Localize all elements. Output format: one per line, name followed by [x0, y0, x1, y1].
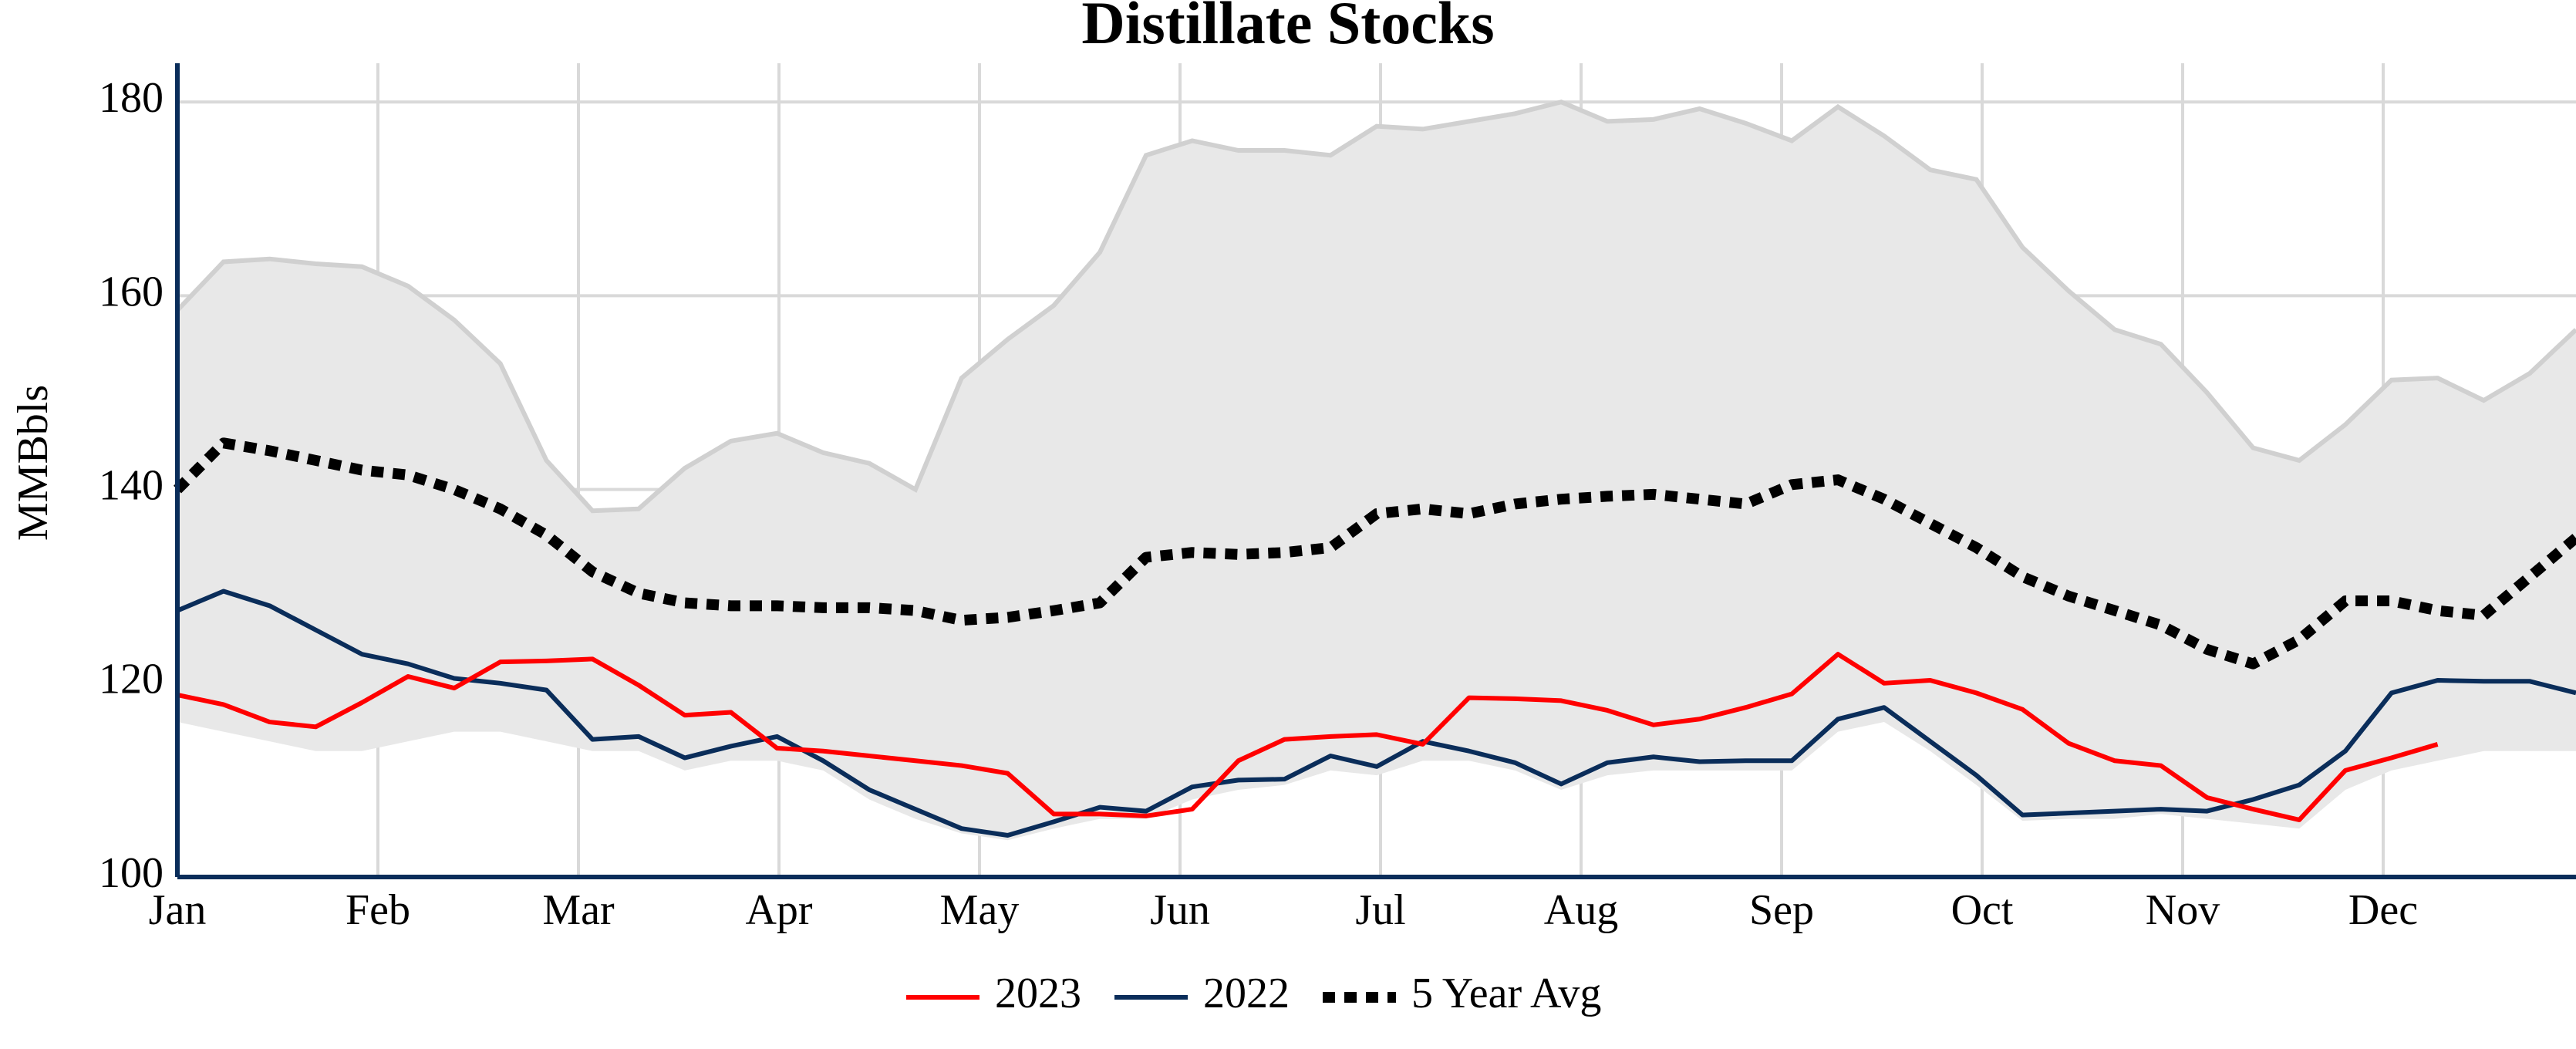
- x-tick-label: Oct: [1951, 886, 2014, 934]
- series-line: [177, 652, 2439, 822]
- x-tick-label: Feb: [346, 886, 410, 934]
- x-tick-label: Apr: [745, 886, 812, 934]
- x-tick-label: Aug: [1544, 886, 1618, 934]
- x-tick-label: Nov: [2146, 886, 2220, 934]
- legend-label: 2023: [995, 970, 1081, 1017]
- legend-label: 2022: [1203, 970, 1290, 1017]
- x-tick-label: Jan: [149, 886, 207, 934]
- series-line: [176, 589, 2576, 838]
- range-area: [177, 102, 2576, 841]
- x-tick-label: Jun: [1150, 886, 1210, 934]
- legend-label: 5 Year Avg: [1411, 970, 1601, 1017]
- x-tick-label: May: [940, 886, 1020, 934]
- y-axis-label: MMBbls: [9, 385, 57, 541]
- y-tick-label: 160: [99, 268, 164, 315]
- x-tick-label: Sep: [1749, 886, 1814, 934]
- y-tick-label: 180: [99, 74, 164, 122]
- range-high-line: [175, 100, 2576, 514]
- series-line: [174, 437, 2576, 670]
- x-tick-label: Jul: [1355, 886, 1405, 934]
- x-tick-label: Mar: [542, 886, 615, 934]
- y-tick-label: 100: [99, 849, 164, 897]
- x-tick-label: Dec: [2348, 886, 2418, 934]
- chart-title: Distillate Stocks: [1081, 0, 1494, 56]
- y-tick-label: 120: [99, 656, 164, 703]
- y-tick-label: 140: [99, 461, 164, 509]
